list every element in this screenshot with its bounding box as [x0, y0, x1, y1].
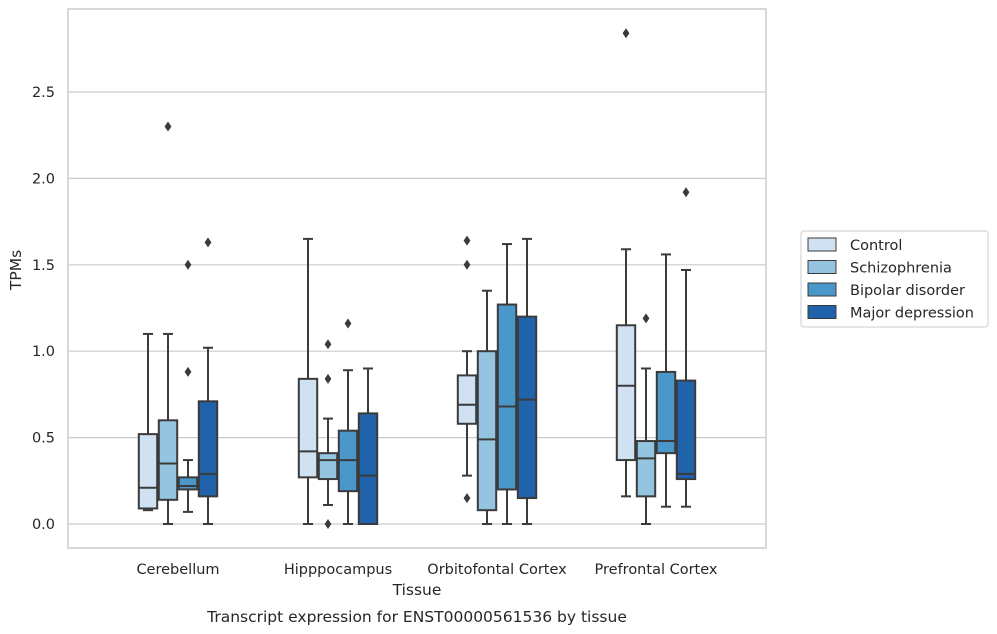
y-tick-label: 2.5 [32, 85, 55, 101]
legend: Control Schizophrenia Bipolar disorder Majo… [800, 230, 989, 328]
box-rect [615, 324, 637, 462]
outlier-point [184, 366, 192, 377]
box [496, 243, 518, 525]
box [177, 259, 199, 513]
box-rect [675, 379, 697, 481]
box-series [137, 28, 697, 529]
box [357, 367, 379, 525]
box-rect [157, 419, 179, 501]
outlier-point [463, 259, 471, 270]
box [157, 121, 179, 525]
plot-area-frame [67, 8, 767, 549]
legend-label: Bipolar disorder [850, 283, 965, 299]
box [516, 237, 538, 525]
box-rect [456, 374, 478, 425]
y-tick-label: 1.5 [32, 258, 55, 274]
box-rect [496, 303, 518, 491]
box-rect [357, 412, 379, 525]
box [317, 339, 339, 529]
box-rect [655, 370, 677, 455]
x-axis-label: Tissue [392, 581, 442, 599]
box [337, 318, 359, 525]
outlier-point [184, 259, 192, 270]
y-tick-label: 1.0 [32, 344, 55, 360]
box [137, 332, 159, 512]
outlier-point [682, 187, 690, 198]
y-axis-label: TPMs [7, 250, 25, 291]
outlier-point [463, 235, 471, 246]
legend-label: Control [850, 238, 902, 254]
box-rect [317, 452, 339, 481]
outlier-point [463, 493, 471, 504]
legend-label: Schizophrenia [850, 261, 952, 277]
y-tick-label: 0.5 [32, 431, 55, 447]
legend-label: Major depression [850, 306, 974, 322]
box [297, 237, 319, 525]
box-rect [476, 350, 498, 512]
outlier-point [642, 313, 650, 324]
box-rect [197, 400, 219, 498]
y-tick-label: 0.0 [32, 517, 55, 533]
box-rect [297, 377, 319, 479]
box-rect [635, 440, 657, 498]
x-tick-label: Cerebellum [136, 562, 219, 578]
legend-swatch [807, 237, 837, 252]
box-rect [516, 315, 538, 500]
x-tick-label: Orbitofontal Cortex [427, 562, 567, 578]
outlier-point [344, 318, 352, 329]
box [476, 289, 498, 525]
outlier-point [324, 519, 332, 529]
box-rect [177, 476, 199, 491]
box-rect [137, 433, 159, 510]
box [197, 237, 219, 525]
box [635, 313, 657, 525]
outlier-point [324, 373, 332, 384]
outlier-point [324, 339, 332, 350]
series-group [157, 121, 657, 529]
legend-frame [800, 230, 989, 328]
y-tick-labels: 0.0 0.5 1.0 1.5 2.0 2.5 [32, 85, 55, 533]
x-tick-label: Prefrontal Cortex [595, 562, 718, 578]
chart-title: Transcript expression for ENST0000056153… [206, 608, 627, 626]
box [456, 235, 478, 504]
series-group [197, 187, 697, 525]
legend-swatch [807, 282, 837, 297]
series-group [177, 243, 677, 525]
outlier-point [164, 121, 172, 132]
series-group [137, 28, 637, 525]
box [655, 253, 677, 508]
legend-swatch [807, 260, 837, 274]
outlier-point [204, 237, 212, 248]
outlier-point [622, 28, 630, 39]
box [615, 28, 637, 498]
legend-swatch [807, 305, 837, 319]
y-tick-label: 2.0 [32, 171, 55, 187]
x-tick-label: Hipppocampus [284, 562, 392, 578]
box [675, 187, 697, 508]
x-tick-labels: Cerebellum Hipppocampus Orbitofontal Corte… [136, 562, 717, 578]
